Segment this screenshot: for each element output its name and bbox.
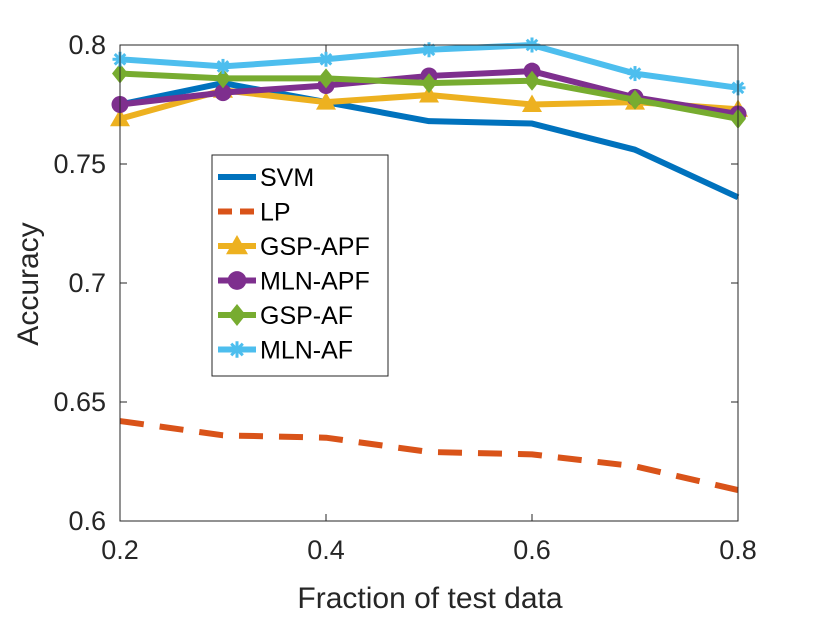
legend-label: GSP-APF <box>260 233 370 261</box>
legend-label: GSP-AF <box>260 302 353 330</box>
legend-item-gsp-apf: GSP-APF <box>218 233 370 261</box>
data-point-mln-af <box>318 51 334 67</box>
legend-marker-gsp-apf <box>226 235 248 255</box>
data-point-mln-af <box>215 58 231 74</box>
legend-label: SVM <box>260 164 314 192</box>
legend-item-mln-apf: MLN-APF <box>218 268 370 296</box>
data-point-gsp-af <box>318 68 334 89</box>
x-axis-label: Fraction of test data <box>297 582 562 615</box>
legend-item-svm: SVM <box>218 164 314 192</box>
y-tick-label: 0.7 <box>68 268 106 298</box>
legend-label: MLN-AF <box>260 337 353 365</box>
x-tick-label: 0.8 <box>719 535 757 565</box>
legend: SVM LP GSP-APF MLN-APF GSP-AF MLN-AF <box>211 154 389 377</box>
series-gsp-af <box>112 63 746 129</box>
data-point-mln-af <box>627 66 643 82</box>
data-point-gsp-af <box>627 89 643 110</box>
x-tick-label: 0.4 <box>307 535 345 565</box>
y-tick-label: 0.6 <box>68 506 106 536</box>
legend-item-mln-af: MLN-AF <box>218 337 353 365</box>
data-point-gsp-apf <box>316 92 336 110</box>
y-tick-label: 0.65 <box>53 387 106 417</box>
data-point-gsp-apf <box>522 94 542 112</box>
legend-marker-mln-apf <box>227 271 247 290</box>
tick-labels: 0.2 0.4 0.6 0.8 0.6 0.65 0.7 0.75 0.8 <box>53 30 756 565</box>
y-tick-label: 0.8 <box>68 30 106 60</box>
legend-marker-gsp-af <box>228 304 246 326</box>
legend-label: LP <box>260 199 291 227</box>
legend-label: MLN-APF <box>260 268 370 296</box>
series-lp <box>119 418 739 493</box>
data-point-gsp-af <box>421 73 437 94</box>
series-line-lp <box>119 418 739 493</box>
legend-item-gsp-af: GSP-AF <box>218 302 353 330</box>
x-tick-label: 0.2 <box>101 535 139 565</box>
plot-border <box>119 44 739 522</box>
legend-box <box>211 154 389 377</box>
legend-item-lp: LP <box>218 199 291 227</box>
data-point-mln-apf <box>214 84 232 102</box>
y-tick-label: 0.75 <box>53 149 106 179</box>
data-point-gsp-af <box>215 68 231 89</box>
legend-marker-mln-af <box>228 341 246 358</box>
x-tick-label: 0.6 <box>513 535 551 565</box>
data-point-gsp-af <box>524 70 540 91</box>
data-point-gsp-apf <box>419 84 439 103</box>
y-axis-label: Accuracy <box>12 222 45 345</box>
plot-frame <box>119 44 739 522</box>
